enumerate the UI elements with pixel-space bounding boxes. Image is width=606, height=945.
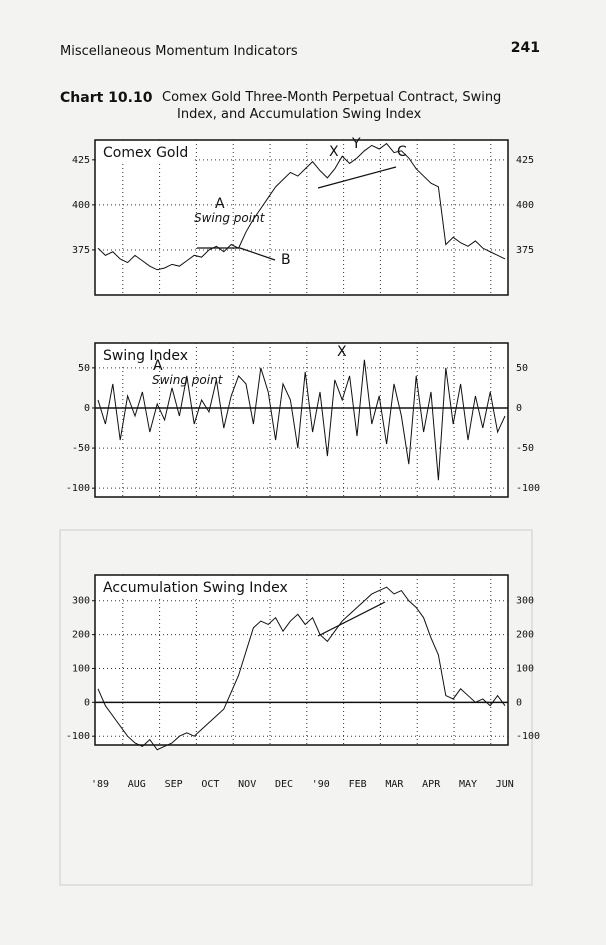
annotation: Y [351,136,361,152]
x-tick-label: '90 [312,779,330,790]
y-tick-label: 400 [72,200,90,211]
x-tick-label: OCT [201,779,219,790]
y-tick-label: 375 [516,245,534,256]
y-tick-label: 200 [516,630,534,641]
title-bg [98,143,194,161]
chart-title: Comex Gold [103,145,188,161]
title-bg [98,346,193,364]
y-tick-label: -50 [72,443,90,454]
annotation: X [337,344,347,360]
x-tick-label: NOV [238,779,256,790]
annotation: C [397,144,407,160]
annotation: B [281,252,291,268]
caption-label: Chart 10.10 [60,90,153,106]
annotation: Swing point [194,211,266,225]
y-tick-label: 0 [84,403,90,414]
y-tick-label: 50 [516,363,528,374]
y-tick-label: 400 [516,200,534,211]
x-tick-label: '89 [91,779,109,790]
x-tick-label: FEB [349,779,367,790]
frame [59,529,533,886]
y-tick-label: 200 [72,630,90,641]
y-tick-label: 300 [72,596,90,607]
series-line [97,586,506,751]
caption-line: Index, and Accumulation Swing Index [177,107,422,122]
series-line [97,142,506,271]
annotation: A [215,196,225,212]
y-tick-label: -100 [516,731,540,742]
y-tick-label: 375 [72,245,90,256]
x-tick-label: AUG [128,779,146,790]
chart-title: Accumulation Swing Index [103,580,288,596]
trend-line [239,247,276,261]
y-tick-label: 0 [516,403,522,414]
y-tick-label: 0 [516,697,522,708]
page-number: 241 [511,40,540,56]
series-line [97,359,506,481]
title-bg [98,578,293,596]
y-tick-label: 0 [84,697,90,708]
annotation: Swing point [152,373,224,387]
x-tick-label: MAR [385,779,404,790]
annotation: X [329,144,339,160]
x-tick-label: APR [422,779,441,790]
x-tick-label: DEC [275,779,293,790]
y-tick-label: 300 [516,596,534,607]
x-tick-label: JUN [496,779,514,790]
y-tick-label: -100 [66,483,90,494]
plot-area [94,139,509,296]
running-head: Miscellaneous Momentum Indicators [60,44,298,59]
y-tick-label: 100 [72,663,90,674]
trend-line [317,601,386,637]
y-tick-label: 100 [516,663,534,674]
y-tick-label: 50 [78,363,90,374]
y-tick-label: -50 [516,443,534,454]
y-tick-label: 425 [72,155,90,166]
y-tick-label: -100 [66,731,90,742]
annotation: A [153,358,163,374]
y-tick-label: 425 [516,155,534,166]
y-tick-label: -100 [516,483,540,494]
x-tick-label: SEP [165,779,183,790]
plot-area [94,574,509,746]
caption-line: Comex Gold Three-Month Perpetual Contrac… [162,90,501,105]
chart-title: Swing Index [103,348,188,364]
x-tick-label: MAY [459,779,477,790]
trend-line [317,166,397,189]
